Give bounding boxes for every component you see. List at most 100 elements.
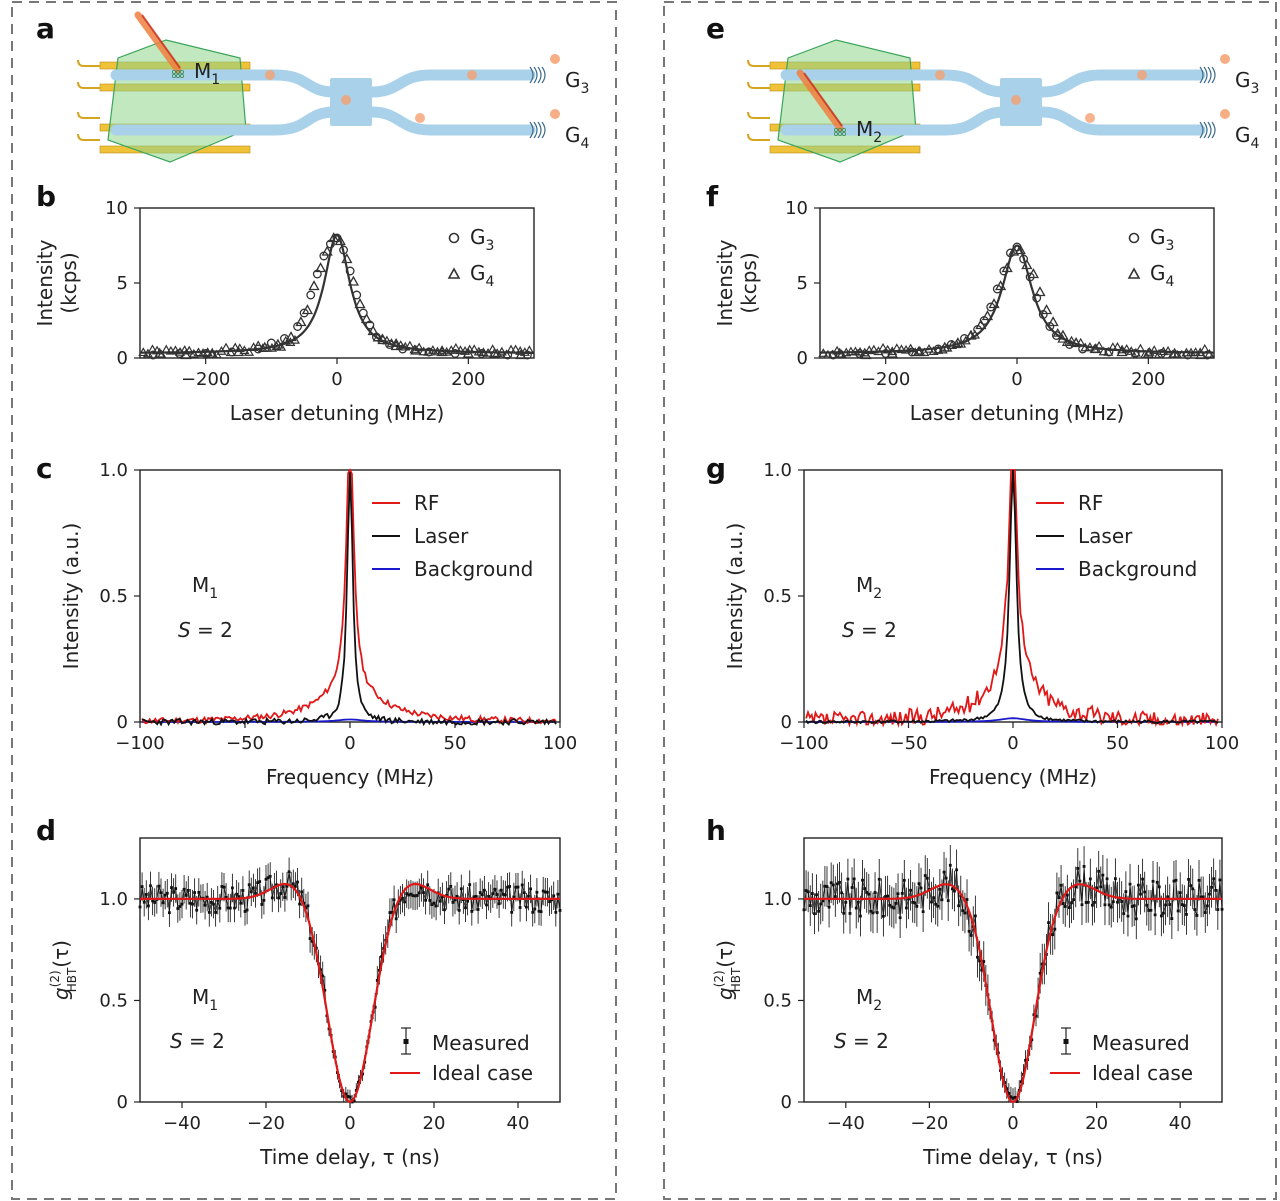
data-point-dense <box>1140 349 1151 359</box>
setting-value: = 2 <box>183 1029 225 1053</box>
grating-label-0-sub: 3 <box>1251 81 1260 97</box>
emitter-label-main: M <box>194 59 211 83</box>
x-axis-label-c: Frequency (MHz) <box>266 765 434 789</box>
photon-glow <box>1137 70 1147 80</box>
legend-marker-G3 <box>1128 232 1140 244</box>
grating-coupler-line <box>1199 66 1204 84</box>
legend-label-G3-sub: 3 <box>1166 238 1175 254</box>
hbn-flake <box>107 39 247 163</box>
emitter-label: M1 <box>194 59 220 88</box>
photon-glow <box>265 70 275 80</box>
chart-g: −100 −50 0 50 100 0 0.5 1.0 Frequency (MHz) Inten… <box>723 460 1239 789</box>
x-tick-label-c: −100 <box>115 733 164 754</box>
x-tick-label-c: 0 <box>344 733 355 754</box>
y-tick-label-h: 1.0 <box>763 889 792 910</box>
grating-coupler-line <box>1211 121 1216 139</box>
x-tick-label-b: −200 <box>181 369 230 390</box>
data-point-dense <box>184 345 195 355</box>
emitter-annotation-sub: 1 <box>209 998 218 1014</box>
measured-point <box>1114 877 1117 881</box>
measured-point <box>1218 878 1222 882</box>
emitter-dot <box>838 127 843 132</box>
x-tick-label-g: 0 <box>1007 733 1018 754</box>
data-point-G4 <box>886 347 898 358</box>
legend-label-G4-sub: 4 <box>1166 274 1175 290</box>
grating-label-0: G3 <box>1235 68 1259 97</box>
emitter-dot <box>171 74 176 79</box>
data-point-G4 <box>295 316 307 327</box>
x-tick-label-g: 100 <box>1205 733 1239 754</box>
y-tick-label-g: 0 <box>781 712 792 733</box>
panel-letter-a: a <box>36 12 55 45</box>
emitter-dot <box>834 127 839 132</box>
x-axis-label-d: Time delay, τ (ns) <box>259 1145 440 1169</box>
photon-glow <box>467 70 477 80</box>
legend-label-G4: G4 <box>1150 261 1175 290</box>
grating-label-0-sub: 3 <box>581 81 590 97</box>
laser-beam <box>796 69 844 132</box>
emitter-label: M2 <box>856 117 882 146</box>
data-point-G4 <box>1040 304 1053 315</box>
x-tick-label-c: −50 <box>226 733 264 754</box>
grating-coupler-line <box>1211 66 1216 84</box>
photon-glow <box>415 113 425 123</box>
grating-label-0: G3 <box>565 68 589 97</box>
emitter-label-sub: 2 <box>873 130 882 146</box>
y-label-g: g <box>49 987 73 1000</box>
ideal-case-line <box>804 883 1222 1104</box>
y-axis-label-f: Intensity <box>713 239 737 326</box>
y-axis-label-g: Intensity (a.u.) <box>723 523 747 670</box>
x-tick-label-h: −40 <box>827 1113 865 1134</box>
y-tick-label-f: 10 <box>785 198 808 219</box>
setting-value: = 2 <box>191 618 233 642</box>
waveguide-bottom-in <box>780 106 1011 136</box>
x-axis-label-b: Laser detuning (MHz) <box>230 401 445 425</box>
y-axis-label-c: Intensity (a.u.) <box>59 523 83 670</box>
x-tick-label-f: 0 <box>1011 369 1022 390</box>
laser-beam-edge <box>141 14 181 69</box>
data-point-G4 <box>354 298 366 309</box>
x-tick-label-d: −40 <box>163 1113 201 1134</box>
y-axis-label-unit-b: (kcps) <box>57 252 81 313</box>
grating-label-1: G4 <box>1235 123 1260 152</box>
setting-annotation: S = 2 <box>170 1029 225 1053</box>
data-point-G3 <box>854 349 864 358</box>
panel-letter-d: d <box>36 814 56 847</box>
data-point-dense <box>515 346 526 355</box>
legend-label-G3-main: G <box>470 225 486 249</box>
electrode-wire <box>77 111 100 119</box>
data-point-G4 <box>206 347 218 358</box>
data-point-dense <box>868 344 879 354</box>
legend-label-ideal: Ideal case <box>432 1061 533 1085</box>
data-point-G3 <box>424 347 434 357</box>
chart-h: −40 −20 0 20 40 0 0.5 1.0 Time delay, τ (ns) g(2)… <box>712 837 1224 1169</box>
photon-glow <box>341 95 351 105</box>
y-label-sup: (2) <box>712 970 726 987</box>
waveguide-top-in <box>780 69 1011 98</box>
emitter-annotation-sub: 1 <box>209 586 218 602</box>
grating-coupler-line <box>1199 121 1204 139</box>
emitter-dot <box>175 74 180 79</box>
x-tick-label-h: −20 <box>910 1113 948 1134</box>
data-point-G3 <box>477 349 486 358</box>
data-point-G4 <box>334 235 346 246</box>
y-tick-label-c: 0.5 <box>99 586 128 607</box>
electrode-wire <box>77 81 100 89</box>
grating-label-0-main: G <box>1235 68 1251 92</box>
y-axis-label-b: Intensity <box>33 239 57 326</box>
x-tick-label-h: 20 <box>1085 1113 1108 1134</box>
setting-value: = 2 <box>847 1029 889 1053</box>
data-point-dense <box>1149 345 1160 354</box>
legend-marker-G4 <box>1127 267 1141 279</box>
y-tick-label-f: 0 <box>797 348 808 369</box>
data-point-G4 <box>1195 349 1207 360</box>
panel-letter-h: h <box>706 814 726 847</box>
y-tick-label-d: 1.0 <box>99 889 128 910</box>
data-point-dense <box>455 345 466 355</box>
waveguide-bottom-out <box>1036 106 1206 136</box>
laser-beam-edge <box>803 72 843 127</box>
x-tick-label-d: 20 <box>423 1113 446 1134</box>
grating-coupler-line <box>1203 121 1208 139</box>
measured-point <box>1216 908 1220 911</box>
grating-label-0-main: G <box>565 68 581 92</box>
